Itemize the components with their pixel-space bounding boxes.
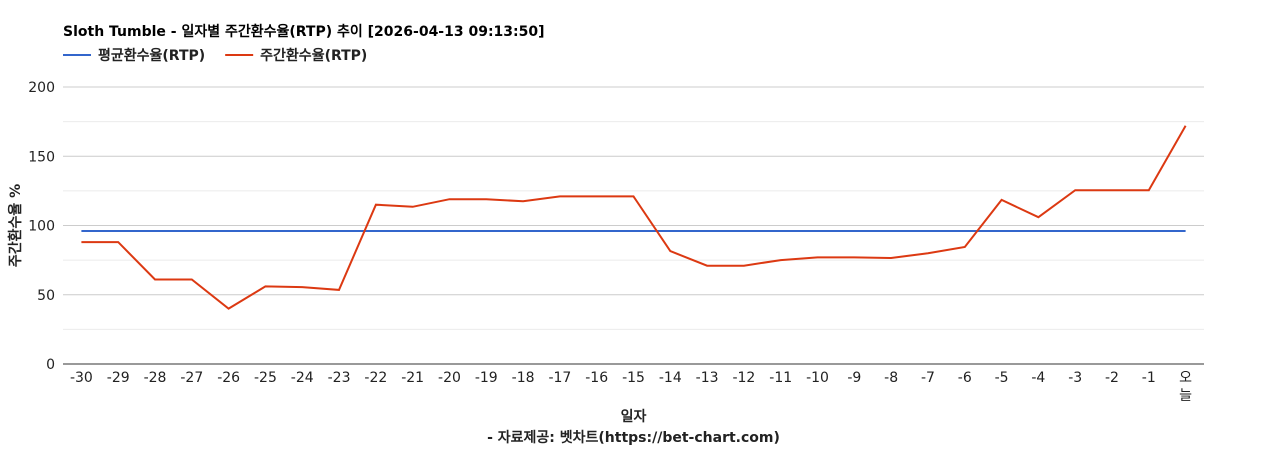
x-tick-label: -24 [291,370,314,386]
x-tick-label: -20 [438,370,461,386]
x-axis: -30 -29 -28 -27 -26 -25 -24 -23 -22 -21 -20 -19 -18-… [70,370,1192,404]
x-axis-title: 일자 [621,409,647,425]
x-tick-label: -25 [254,370,277,386]
x-tick-label: -23 [328,370,351,386]
x-tick-label: -10 [806,370,829,386]
y-tick-label: 150 [28,149,55,165]
x-tick-label: -11 [769,370,792,386]
x-tick-label: -29 [107,370,130,386]
x-tick-label: -19 [475,370,498,386]
x-tick-label: -9 [847,370,861,386]
x-tick-label: -5 [995,370,1009,386]
legend-label: 주간환수율(RTP) [260,47,367,64]
x-tick-label: -4 [1031,370,1045,386]
x-tick-label: -27 [180,370,203,386]
x-tick-label: -13 [696,370,719,386]
y-tick-label: 200 [28,80,55,96]
y-tick-label: 100 [28,219,55,235]
x-tick-label: -7 [921,370,935,386]
x-tick-label: -30 [70,370,93,386]
x-tick-label: -14 [659,370,682,386]
y-tick-label: 50 [37,288,55,304]
source-note: - 자료제공: 벳차트(https://bet-chart.com) [487,429,780,446]
legend: 평균환수율(RTP) 주간환수율(RTP) [63,47,367,64]
x-tick-label: -21 [401,370,424,386]
x-tick-label: -17 [548,370,571,386]
series-line-2 [81,125,1187,310]
grid [63,86,1204,365]
x-tick-label: -15 [622,370,645,386]
y-axis-title: 주간환수율 % [7,184,24,267]
x-tick-label: -26 [217,370,240,386]
x-tick-label: -6 [958,370,972,386]
x-tick-label: -2 [1105,370,1119,386]
x-tick-label: -16 [585,370,608,386]
x-tick-label: -28 [144,370,167,386]
y-axis: 0 50 100 150 200 [28,80,55,373]
x-tick-label: -8 [884,370,898,386]
y-tick-label: 0 [46,357,55,373]
x-tick-label: -22 [364,370,387,386]
chart-title: Sloth Tumble - 일자별 주간환수율(RTP) 추이 [2026-0… [63,23,545,40]
legend-label: 평균환수율(RTP) [98,47,205,64]
x-tick-label: -1 [1142,370,1156,386]
x-tick-label: -3 [1068,370,1082,386]
x-tick-label: -18 [512,370,535,386]
series-lines [81,125,1187,310]
x-tick-label: -12 [732,370,755,386]
